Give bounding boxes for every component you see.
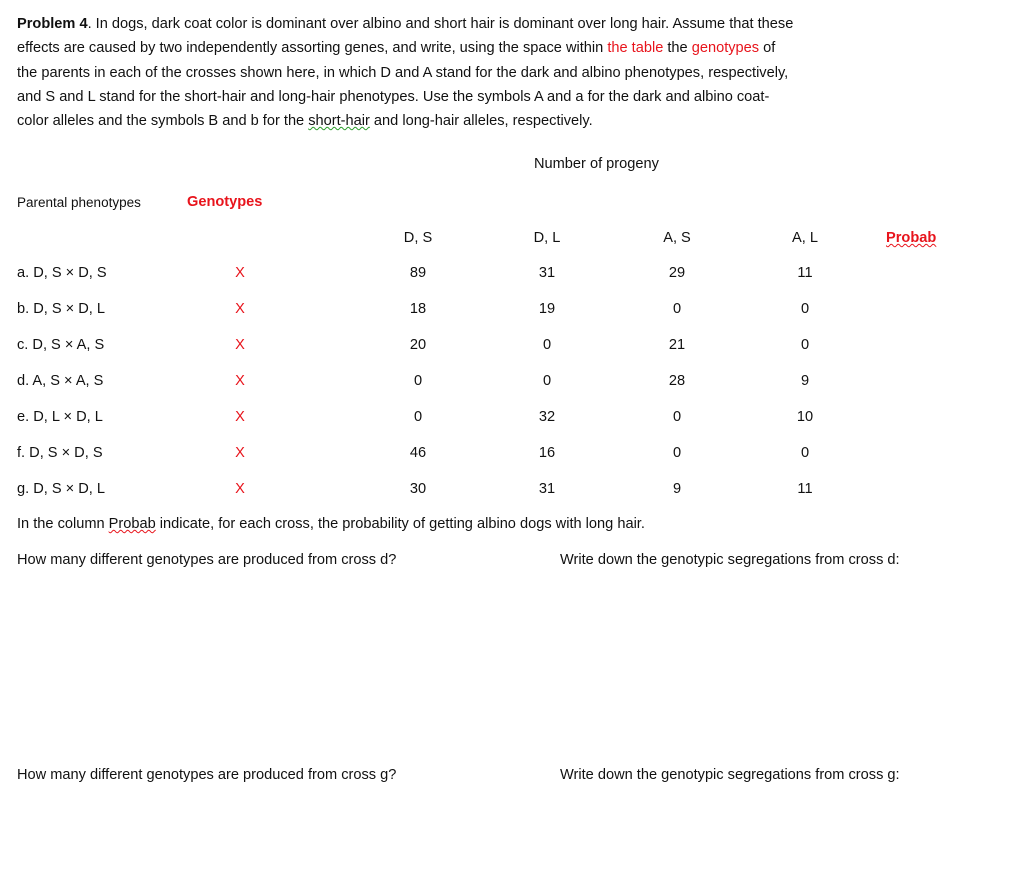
column-header: D, L: [533, 230, 561, 246]
progeny-count: 0: [672, 301, 682, 317]
question-cross-d-count: How many different genotypes are produce…: [17, 552, 397, 568]
cross-label: a. D, S × D, S: [17, 265, 107, 281]
progeny-count: 9: [800, 373, 810, 389]
progeny-count: 9: [672, 481, 682, 497]
problem-line-1: Problem 4. In dogs, dark coat color is d…: [17, 15, 793, 33]
highlight-the-table: the table: [607, 40, 664, 56]
question-cross-d-segregation: Write down the genotypic segregations fr…: [560, 552, 900, 568]
progeny-count: 31: [538, 481, 556, 497]
probab-header: Probab: [886, 230, 937, 246]
progeny-count: 28: [668, 373, 686, 389]
column-header: D, S: [403, 230, 433, 246]
text: color alleles and the symbols B and b fo…: [17, 113, 309, 129]
progeny-count: 0: [800, 445, 810, 461]
genotype-cell: X: [235, 301, 245, 317]
problem-line-2: effects are caused by two independently …: [17, 39, 775, 57]
problem-line-4: and S and L stand for the short-hair and…: [17, 89, 770, 105]
column-header: A, S: [663, 230, 691, 246]
progeny-count: 0: [413, 373, 423, 389]
progeny-count: 31: [538, 265, 556, 281]
progeny-count: 0: [800, 301, 810, 317]
spellcheck-word: Probab: [108, 516, 156, 532]
cross-label: f. D, S × D, S: [17, 445, 103, 461]
text: . In dogs, dark coat color is dominant o…: [87, 16, 794, 32]
genotype-cell: X: [235, 337, 245, 353]
progeny-count: 0: [800, 337, 810, 353]
cross-label: d. A, S × A, S: [17, 373, 104, 389]
progeny-count: 0: [672, 409, 682, 425]
text: of: [759, 40, 776, 56]
genotype-cell: X: [235, 409, 245, 425]
question-cross-g-segregation: Write down the genotypic segregations fr…: [560, 767, 900, 783]
text: the: [663, 40, 692, 56]
progeny-count: 11: [797, 265, 813, 281]
column-header: A, L: [792, 230, 818, 246]
text: In the column: [17, 516, 109, 532]
genotype-cell: X: [235, 373, 245, 389]
parental-phenotypes-header: Parental phenotypes: [17, 195, 141, 210]
question-cross-g-count: How many different genotypes are produce…: [17, 767, 397, 783]
genotype-cell: X: [235, 481, 245, 497]
genotype-cell: X: [235, 445, 245, 461]
progeny-count: 32: [538, 409, 556, 425]
progeny-count: 11: [797, 481, 813, 497]
text: indicate, for each cross, the probabilit…: [155, 516, 645, 532]
text: and long-hair alleles, respectively.: [369, 113, 593, 129]
cross-label: b. D, S × D, L: [17, 301, 106, 317]
progeny-count: 0: [542, 337, 552, 353]
progeny-count: 29: [668, 265, 686, 281]
text: effects are caused by two independently …: [17, 40, 608, 56]
progeny-count: 10: [796, 409, 814, 425]
progeny-count: 0: [413, 409, 423, 425]
progeny-count: 0: [672, 445, 682, 461]
progeny-count: 19: [538, 301, 556, 317]
probab-instruction: In the column Probab indicate, for each …: [17, 515, 645, 533]
cross-label: e. D, L × D, L: [17, 409, 103, 425]
progeny-count: 89: [409, 265, 427, 281]
cross-label: c. D, S × A, S: [17, 337, 105, 353]
highlight-genotypes: genotypes: [691, 40, 760, 56]
progeny-count: 18: [409, 301, 427, 317]
progeny-count: 30: [409, 481, 427, 497]
problem-line-3: the parents in each of the crosses shown…: [17, 65, 789, 81]
genotype-cell: X: [235, 265, 245, 281]
progeny-count: 46: [409, 445, 427, 461]
progeny-header: Number of progeny: [534, 156, 659, 172]
progeny-count: 16: [538, 445, 556, 461]
spellcheck-word: short-hair: [308, 113, 370, 129]
problem-line-5: color alleles and the symbols B and b fo…: [17, 112, 593, 130]
cross-label: g. D, S × D, L: [17, 481, 106, 497]
progeny-count: 20: [409, 337, 427, 353]
problem-title: Problem 4: [17, 16, 88, 32]
genotypes-header: Genotypes: [187, 194, 263, 210]
progeny-count: 21: [668, 337, 686, 353]
progeny-count: 0: [542, 373, 552, 389]
